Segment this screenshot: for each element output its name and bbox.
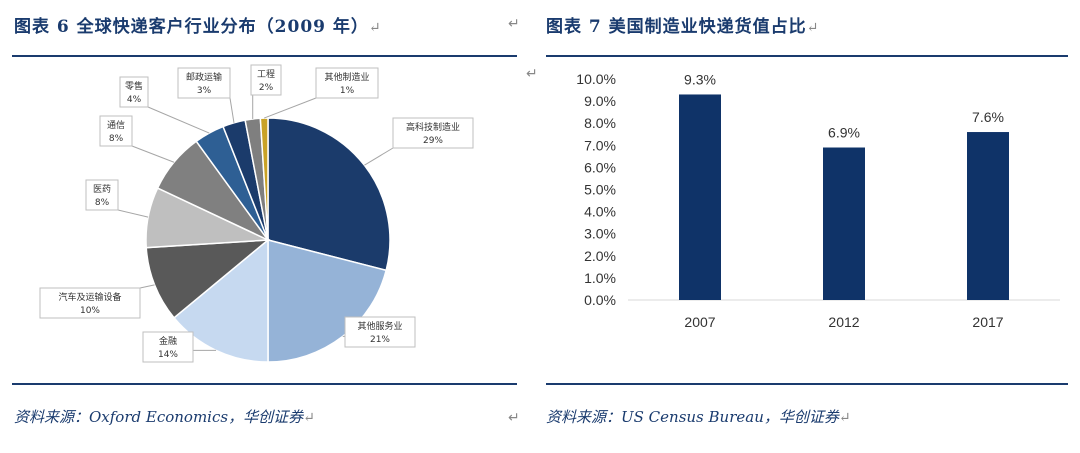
left-figure-panel: 图表 6 全球快递客户行业分布（2009 年）↵ 高科技制造业 29% 其他服务业 2… [0,0,520,453]
top-rule [546,55,1068,57]
leader-line [131,145,175,163]
pie-slice [267,239,388,363]
slice-label: 高科技制造业 [406,121,460,133]
slice-label-box [99,115,133,147]
bar-value-label: 9.3% [684,71,716,87]
figure-7-source: 资料来源：US Census Bureau，华创证券↵ [546,406,851,427]
y-tick-label: 7.0% [584,137,616,153]
slice-value-label: 10% [80,306,100,316]
slice-value-label: 21% [370,335,390,345]
figure-7-source-text: 资料来源：US Census Bureau，华创证券 [546,408,839,426]
bar [823,147,865,300]
y-tick-label: 5.0% [584,182,616,198]
pie-chart: 高科技制造业 29% 其他服务业 21% 金融 14% 汽车及运输设备 10% 医药 8% 通信 8%… [39,64,474,363]
y-tick-label: 0.0% [584,292,616,308]
slice-label-box [177,67,231,99]
return-mark: ↵ [526,66,538,82]
bottom-rule [12,383,517,385]
slice-value-label: 4% [127,95,142,105]
x-tick-label: 2012 [828,314,859,330]
leader-line [117,209,149,218]
return-mark: ↵ [508,410,520,426]
slice-value-label: 8% [95,198,110,208]
y-tick-label: 4.0% [584,204,616,220]
slice-label: 其他服务业 [357,320,402,332]
slice-label-box [39,287,141,319]
right-figure-panel: 图表 7 美国制造业快递货值占比↵ ↵ 0.0% 1.0% 2.0% 3.0% 4.0%… [520,0,1080,453]
slice-label-box [392,117,474,149]
y-tick-label: 2.0% [584,248,616,264]
figure-6-source-text: 资料来源：Oxford Economics，华创证券 [14,408,304,426]
slice-value-label: 1% [340,86,355,96]
return-mark: ↵ [368,20,382,36]
bar [967,132,1009,300]
pie-slice [145,239,271,319]
slice-label-box [119,76,149,108]
return-mark: ↵ [508,16,520,32]
bar-value-label: 7.6% [972,109,1004,125]
top-rule [12,55,517,57]
figure-7-title: 图表 7 美国制造业快递货值占比↵ [546,12,819,37]
figure-6-source: 资料来源：Oxford Economics，华创证券↵ [14,406,315,427]
return-mark: ↵ [838,410,851,426]
leader-line [229,97,235,123]
slice-label: 零售 [125,80,143,92]
figure-6-title-text: 图表 6 全球快递客户行业分布（2009 年） [14,17,369,37]
slice-label: 汽车及运输设备 [58,291,121,303]
slice-label: 邮政运输 [186,71,222,83]
slice-value-label: 8% [109,134,124,144]
slice-value-label: 29% [423,136,443,146]
figure-7-title-text: 图表 7 美国制造业快递货值占比 [546,17,807,37]
x-tick-label: 2017 [972,314,1003,330]
slice-label: 通信 [107,119,125,131]
y-tick-label: 3.0% [584,226,616,242]
leader-line [364,147,394,166]
bar [679,94,721,300]
leader-line [147,106,210,134]
slice-label-box [142,331,194,363]
return-mark: ↵ [303,410,315,426]
slice-value-label: 2% [259,83,274,93]
leader-line [139,284,155,289]
slice-label: 工程 [257,69,275,80]
slice-label: 其他制造业 [324,71,369,83]
y-tick-label: 1.0% [584,270,616,286]
bar-value-label: 6.9% [828,125,860,141]
return-mark: ↵ [806,20,820,36]
y-tick-label: 6.0% [584,159,616,175]
y-tick-label: 10.0% [576,71,616,87]
slice-label-box [85,179,119,211]
bottom-rule [546,383,1068,385]
slice-label-box [250,64,282,96]
figure-6-title: 图表 6 全球快递客户行业分布（2009 年）↵ [14,12,382,37]
y-tick-label: 8.0% [584,115,616,131]
x-tick-label: 2007 [684,314,715,330]
slice-label: 医药 [93,184,111,195]
pie-slice [267,117,391,272]
leader-line [263,97,317,119]
bar-chart: 0.0% 1.0% 2.0% 3.0% 4.0% 5.0% 6.0% 7.0% 8.0% 9.0%… [576,71,1060,330]
slice-value-label: 14% [158,350,178,360]
slice-value-label: 3% [197,86,212,96]
slice-label: 金融 [159,335,177,347]
slice-label-box [344,316,416,348]
y-tick-label: 9.0% [584,93,616,109]
slice-label-box [315,67,379,99]
